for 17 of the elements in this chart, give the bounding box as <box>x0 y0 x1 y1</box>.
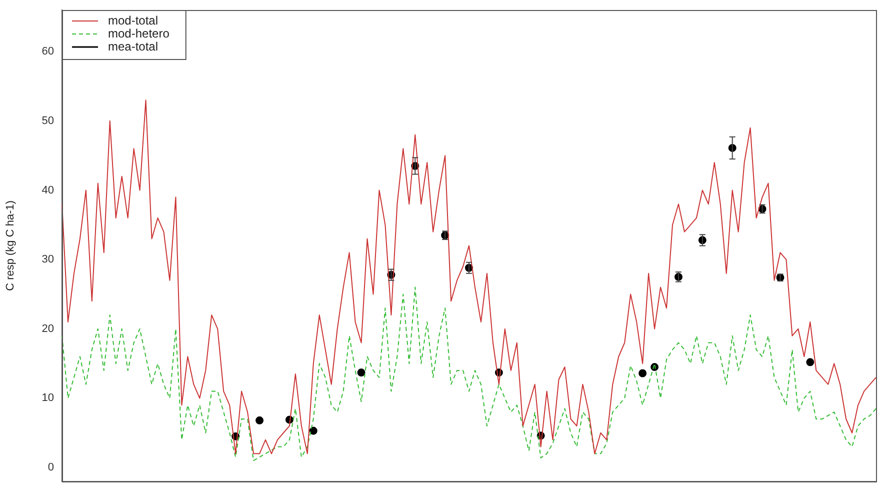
y-tick-label: 30 <box>42 254 54 266</box>
y-axis-title: C resp (kg C ha-1) <box>4 200 17 291</box>
point <box>309 426 318 435</box>
point <box>638 369 647 378</box>
point <box>357 368 366 377</box>
line-series <box>62 286 876 462</box>
y-tick-label: 60 <box>42 46 54 58</box>
y-tick-label: 50 <box>42 114 54 127</box>
legend-label: mea-total <box>108 39 158 54</box>
point <box>806 358 814 366</box>
point <box>256 416 264 424</box>
y-tick-label: 20 <box>42 322 54 335</box>
legend-label: mod-hetero <box>108 26 170 40</box>
legend-label: mod-total <box>108 13 158 28</box>
y-tick-label: 40 <box>42 184 54 196</box>
y-tick-label: 0 <box>48 462 54 474</box>
y-tick-label: 10 <box>42 392 54 404</box>
